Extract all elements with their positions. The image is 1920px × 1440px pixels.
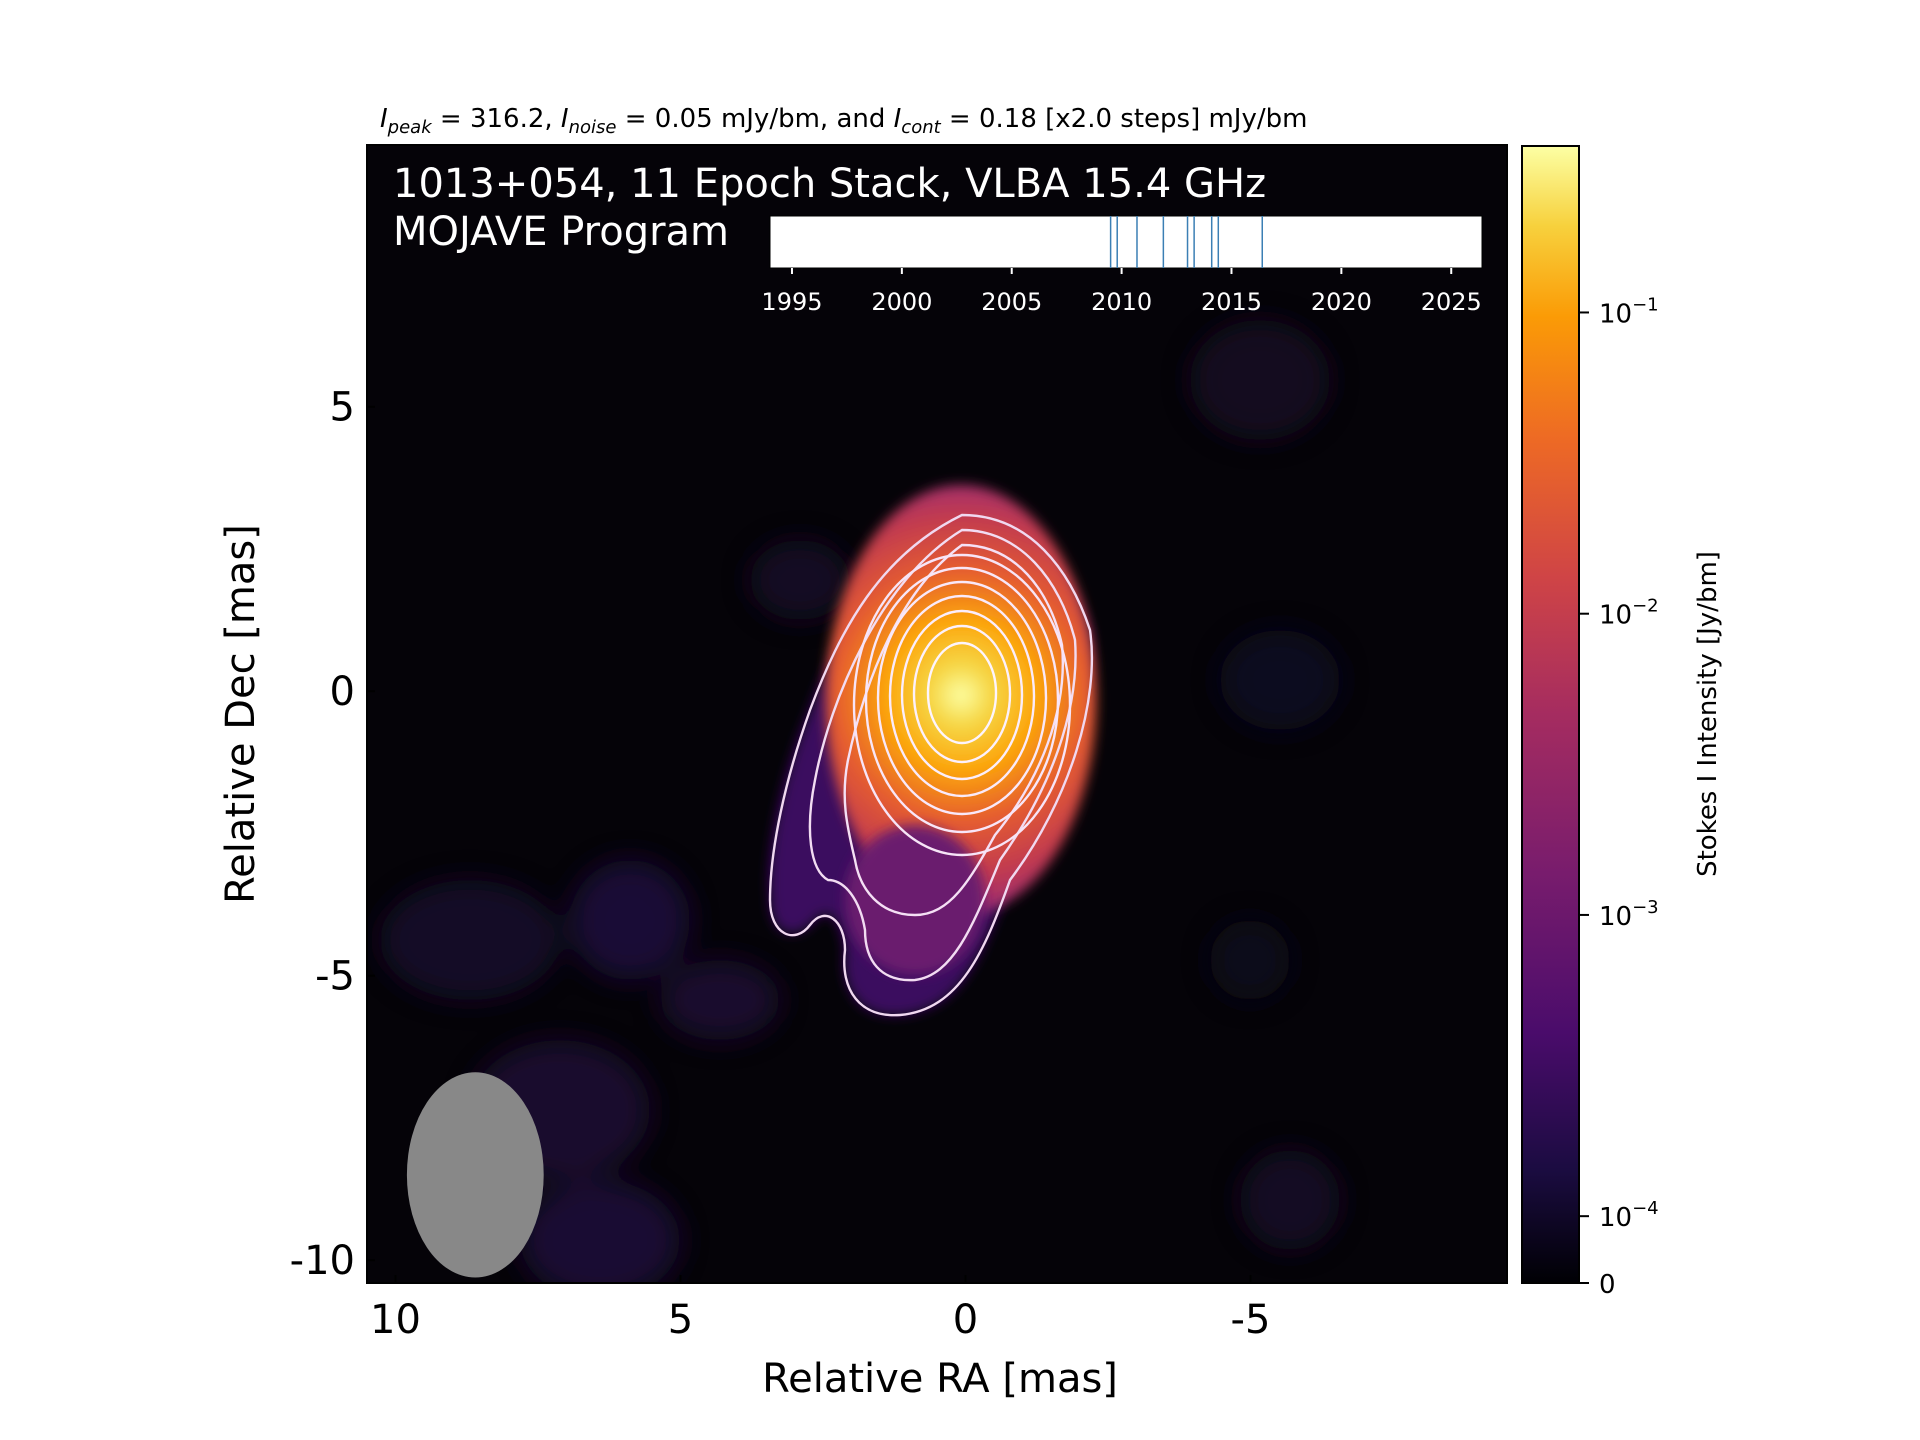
timeline-box [769, 215, 1483, 269]
plot-header: Ipeak = 316.2, Inoise = 0.05 mJy/bm, and… [380, 104, 1307, 138]
colorbar-ticks: 10−1 10−2 10−3 10−4 0 [1579, 294, 1659, 1300]
y-tick-label: -5 [315, 954, 355, 1000]
contour-9 [912, 624, 1012, 764]
peak-value: = 316.2, [432, 104, 561, 134]
y-tick-label: 5 [330, 385, 355, 431]
x-tick-label: 0 [953, 1297, 978, 1343]
x-tick-label: -5 [1231, 1297, 1271, 1343]
cont-symbol: I [894, 104, 902, 134]
colorbar-tick-label: 10−1 [1599, 294, 1659, 329]
colorbar-tick-label: 10−4 [1599, 1198, 1659, 1233]
contour-7 [888, 594, 1036, 798]
timeline-year-label: 2010 [1091, 288, 1152, 316]
x-tick-label: 10 [370, 1297, 421, 1343]
y-tick-label: 0 [330, 669, 355, 715]
timeline-year-label: 2015 [1201, 288, 1262, 316]
y-axis-ticks: 5 0 -5 -10 [290, 385, 375, 1284]
y-tick-label: -10 [290, 1238, 355, 1284]
colorbar-tick-label: 10−2 [1599, 596, 1659, 631]
colorbar: 10−1 10−2 10−3 10−4 0 Stokes I Intensity [Jy… [1521, 145, 1723, 1300]
cont-subscript: cont [901, 117, 941, 138]
contour-2 [808, 528, 1077, 982]
diffuse-emission [380, 320, 1340, 1283]
x-axis-ticks: 10 5 0 -5 [370, 1275, 1270, 1343]
timeline-year-label: 2025 [1421, 288, 1482, 316]
colorbar-fill [1521, 145, 1580, 1284]
timeline-year-label: 2020 [1311, 288, 1372, 316]
colorbar-label: Stokes I Intensity [Jy/bm] [1693, 551, 1723, 877]
contour-10 [926, 641, 998, 745]
timeline-ticks: 1995 2000 2005 2010 2015 2020 2025 [761, 268, 1482, 316]
peak-symbol: I [380, 104, 388, 134]
noise-symbol: I [561, 104, 569, 134]
timeline-year-label: 2005 [981, 288, 1042, 316]
timeline-epochs [1109, 216, 1263, 268]
x-tick-label: 5 [668, 1297, 693, 1343]
epoch-timeline: 1995 2000 2005 2010 2015 2020 2025 [761, 215, 1483, 316]
noise-value: = 0.05 mJy/bm, and [616, 104, 893, 134]
contour-1 [768, 513, 1094, 1017]
plot-frame [366, 144, 1508, 1284]
timeline-year-label: 1995 [761, 288, 822, 316]
chart-title-line1: 1013+054, 11 Epoch Stack, VLBA 15.4 GHz [393, 161, 1266, 207]
colorbar-tick-label: 0 [1599, 1270, 1616, 1300]
noise-subscript: noise [569, 117, 617, 138]
cont-value: = 0.18 [x2.0 steps] mJy/bm [941, 104, 1308, 134]
contour-5 [864, 566, 1060, 834]
timeline-year-label: 2000 [871, 288, 932, 316]
contour-6 [876, 580, 1048, 816]
beam-ellipse [406, 1072, 544, 1278]
contour-lines [768, 513, 1094, 1017]
y-axis-label: Relative Dec [mas] [218, 524, 264, 904]
colorbar-tick-label: 10−3 [1599, 897, 1659, 932]
x-axis-label: Relative RA [mas] [762, 1356, 1118, 1402]
image-panel [366, 144, 1508, 1284]
peak-subscript: peak [387, 117, 434, 138]
contour-8 [900, 609, 1024, 781]
chart-title-line2: MOJAVE Program [393, 209, 729, 255]
contour-4 [852, 553, 1072, 857]
